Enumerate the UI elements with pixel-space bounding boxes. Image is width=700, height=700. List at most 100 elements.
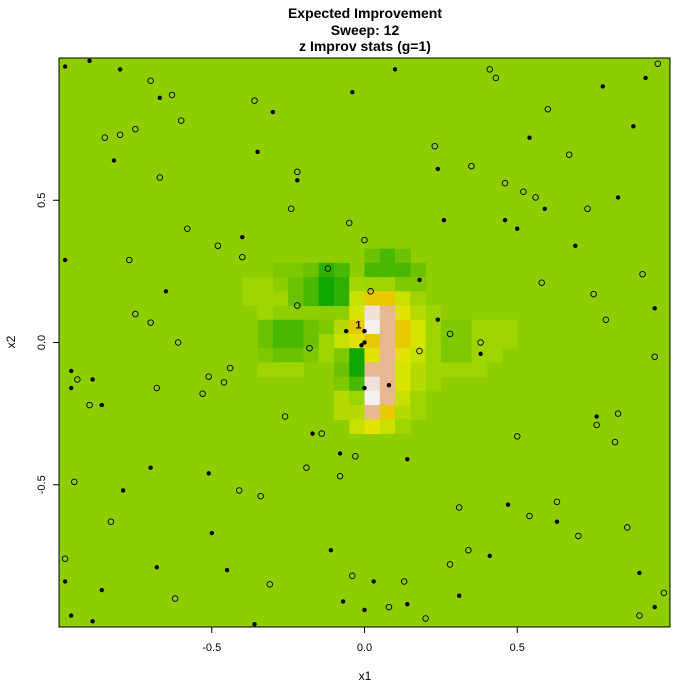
- filled-point: [362, 607, 367, 613]
- heatmap-cell: [425, 362, 442, 378]
- heatmap-cell: [410, 362, 427, 378]
- open-point: [590, 290, 597, 298]
- heatmap-cell: [333, 405, 350, 420]
- filled-point: [252, 621, 257, 627]
- open-point: [486, 66, 494, 73]
- open-point: [153, 384, 161, 392]
- open-point: [614, 410, 622, 417]
- heatmap-cell: [501, 319, 518, 335]
- heatmap-cell: [364, 319, 381, 335]
- y-tick-label: 0.5: [36, 193, 48, 208]
- open-point: [593, 421, 600, 429]
- filled-point: [62, 64, 68, 69]
- y-tick-label: -0.5: [36, 475, 48, 494]
- open-point: [184, 225, 191, 232]
- open-point: [199, 390, 206, 397]
- heatmap-cell: [364, 333, 381, 349]
- filled-point: [62, 579, 68, 584]
- open-point: [345, 219, 353, 227]
- heatmap-cell: [410, 291, 427, 307]
- filled-point: [505, 502, 511, 507]
- heatmap-cell: [349, 362, 365, 378]
- design-points: [61, 58, 668, 627]
- heatmap-cell: [318, 277, 335, 292]
- open-point: [636, 612, 643, 619]
- filled-point: [615, 195, 621, 200]
- heatmap-cell: [395, 262, 411, 278]
- open-point: [575, 532, 582, 540]
- annotations: 1: [355, 319, 361, 331]
- heatmap-cell: [318, 319, 335, 335]
- open-point: [174, 339, 182, 346]
- filled-point: [542, 206, 547, 211]
- heatmap-cell: [349, 277, 365, 292]
- heatmap-cell: [318, 348, 335, 363]
- filled-point: [362, 385, 367, 391]
- heatmap-cell: [272, 348, 289, 363]
- filled-point: [90, 377, 95, 382]
- open-point: [74, 376, 81, 383]
- y-axis-label: x2: [4, 335, 18, 348]
- heatmap-cell: [303, 291, 320, 307]
- heatmap-cell: [410, 305, 427, 321]
- filled-point: [573, 243, 578, 248]
- open-point: [116, 131, 124, 139]
- filled-point: [206, 471, 211, 476]
- heatmap-cell: [333, 362, 350, 378]
- filled-point: [643, 75, 648, 81]
- heatmap-cell: [288, 362, 304, 378]
- heatmap-cell: [425, 333, 442, 349]
- heatmap-cell: [303, 333, 320, 349]
- filled-point: [652, 604, 657, 610]
- filled-point: [224, 567, 230, 573]
- open-point: [367, 288, 374, 295]
- heatmap-cell: [349, 291, 365, 307]
- heatmap-cell: [440, 362, 457, 378]
- heatmap-cell: [272, 262, 289, 278]
- heatmap-cell: [364, 405, 381, 420]
- heatmap-cell: [257, 333, 274, 349]
- heatmap-cell: [379, 319, 396, 335]
- heatmap-cell: [272, 362, 289, 378]
- heatmap-cell: [395, 419, 411, 435]
- heatmap-cell: [303, 262, 320, 278]
- open-point: [220, 379, 228, 386]
- open-point: [660, 589, 668, 597]
- heatmap-cell: [333, 333, 350, 349]
- heatmap-cell: [364, 262, 381, 278]
- filled-point: [111, 158, 117, 163]
- heatmap-cell: [364, 376, 381, 392]
- open-point: [520, 188, 527, 195]
- heatmap-cell: [288, 277, 304, 292]
- open-point: [544, 105, 552, 113]
- heatmap-cell: [410, 376, 427, 392]
- open-point: [623, 524, 631, 531]
- open-point: [416, 347, 423, 355]
- filled-point: [255, 149, 260, 155]
- heatmap-cell: [349, 405, 365, 420]
- filled-point: [359, 343, 364, 348]
- open-point: [400, 578, 408, 585]
- heatmap-cell: [410, 262, 427, 278]
- open-point: [303, 464, 310, 471]
- heatmap-cell: [242, 291, 259, 307]
- open-point: [538, 279, 545, 287]
- heatmap-cell: [395, 376, 411, 392]
- open-point: [361, 236, 368, 244]
- x-tick-label: -0.5: [202, 642, 221, 654]
- filled-point: [99, 402, 104, 408]
- open-point: [446, 561, 454, 568]
- open-point: [281, 413, 289, 420]
- open-point: [156, 174, 164, 181]
- chart-subtitle-sweep: Sweep: 12: [331, 22, 400, 38]
- open-point: [468, 162, 475, 170]
- open-point: [168, 91, 176, 99]
- heatmap-cell: [288, 291, 304, 307]
- heatmap-cell: [257, 362, 274, 378]
- filled-point: [270, 109, 276, 115]
- heatmap-cell: [272, 291, 289, 307]
- heatmap-cell: [379, 348, 396, 363]
- open-point: [492, 74, 500, 82]
- heatmap-cell: [272, 319, 289, 335]
- open-point: [171, 595, 179, 602]
